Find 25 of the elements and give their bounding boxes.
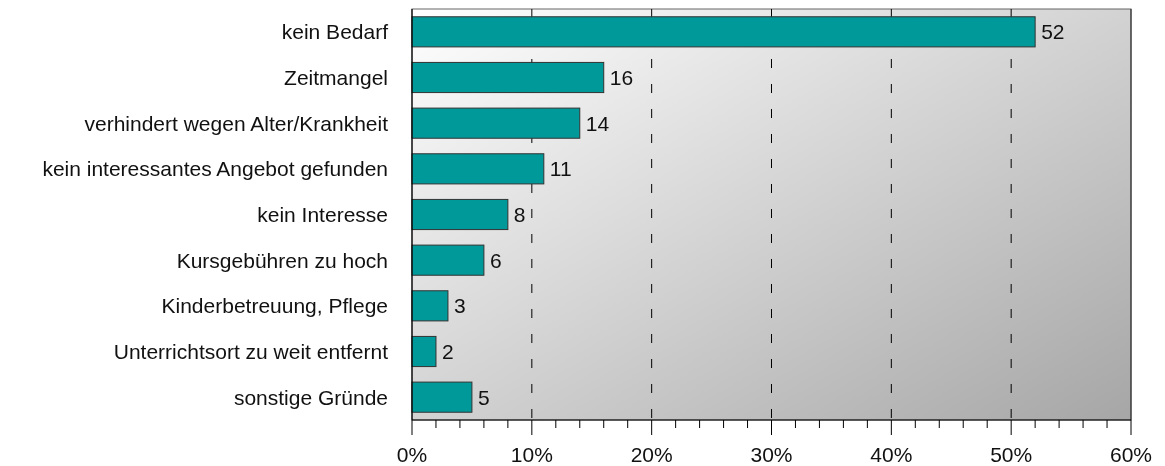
data-label: 3 <box>453 294 466 318</box>
x-tick-label: 0% <box>396 443 428 466</box>
data-label: 52 <box>1041 20 1065 44</box>
data-label: 16 <box>609 66 634 90</box>
y-tick-label: Kinderbetreuung, Pflege <box>161 294 388 318</box>
x-tick-label: 40% <box>870 443 913 466</box>
data-label: 14 <box>585 111 610 135</box>
y-tick-label: kein Interesse <box>257 203 388 227</box>
data-label: 2 <box>441 340 454 364</box>
x-tick-label: 50% <box>990 443 1033 466</box>
y-tick-label: kein Bedarf <box>281 20 389 44</box>
y-tick-label: Zeitmangel <box>284 66 388 90</box>
data-label: 5 <box>477 385 490 409</box>
y-tick-label: verhindert wegen Alter/Krankheit <box>84 111 389 135</box>
data-label: 6 <box>489 248 502 272</box>
x-tick-label: 30% <box>750 443 793 466</box>
y-tick-label: sonstige Gründe <box>233 385 388 409</box>
data-label: 8 <box>513 203 526 227</box>
y-tick-label: Unterrichtsort zu weit entfernt <box>113 340 389 364</box>
x-tick-label: 10% <box>510 443 553 466</box>
y-tick-label: Kursgebühren zu hoch <box>176 248 388 272</box>
data-label: 11 <box>549 157 572 181</box>
x-tick-label: 20% <box>630 443 673 466</box>
x-tick-label: 60% <box>1109 443 1153 466</box>
y-tick-label: kein interessantes Angebot gefunden <box>42 157 388 181</box>
